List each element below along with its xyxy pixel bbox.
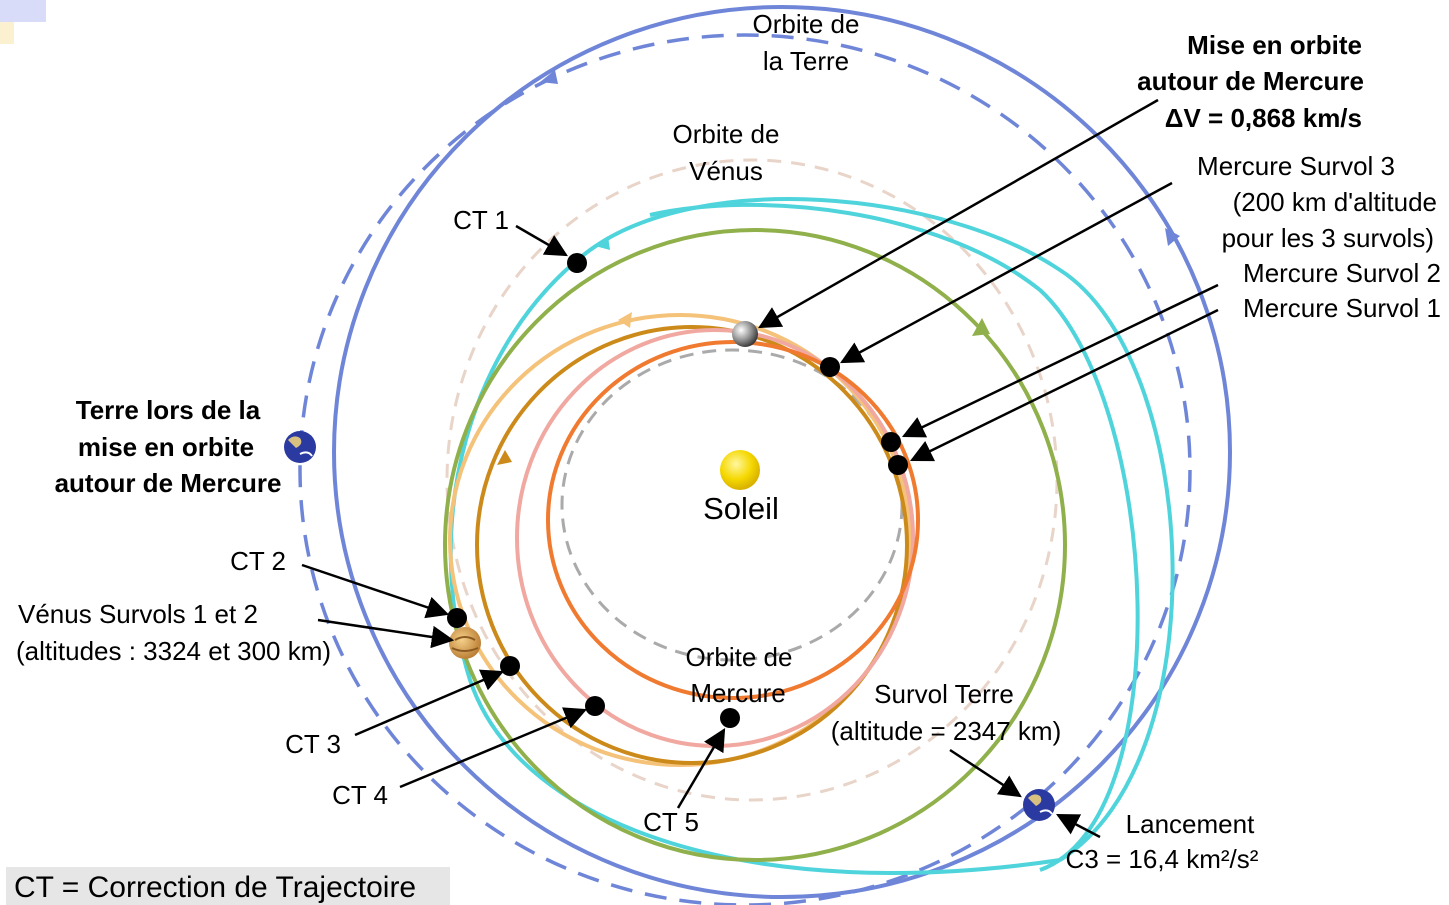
sun-label: Soleil bbox=[703, 491, 779, 526]
corner-decoration bbox=[0, 0, 46, 22]
ct3-dot bbox=[500, 656, 520, 676]
ct2-label: CT 2 bbox=[230, 546, 286, 576]
insertion-label-2: autour de Mercure bbox=[1137, 66, 1364, 96]
mercury-flyby-3-dot bbox=[820, 357, 840, 377]
venus-flybys-label-2: (altitudes : 3324 et 300 km) bbox=[16, 636, 331, 666]
insertion-label-3: ΔV = 0,868 km/s bbox=[1165, 103, 1362, 133]
launch-label-2: C3 = 16,4 km²/s² bbox=[1066, 844, 1259, 874]
direction-arrow bbox=[618, 312, 632, 328]
legend-label: CT = Correction de Trajectoire bbox=[14, 871, 416, 904]
trajectory-gold bbox=[475, 325, 909, 765]
insertion-label-1: Mise en orbite bbox=[1187, 30, 1362, 60]
earth-planet-icon bbox=[1023, 789, 1055, 821]
corner-decoration-2 bbox=[0, 22, 14, 44]
direction-arrow bbox=[972, 318, 990, 336]
ct5-label: CT 5 bbox=[643, 807, 699, 837]
mercury-flyby-1-dot bbox=[888, 455, 908, 475]
flyby1-label: Mercure Survol 1 bbox=[1243, 293, 1441, 323]
venus-orbit-label-2: Vénus bbox=[689, 156, 763, 186]
ct5-dot bbox=[720, 708, 740, 728]
ct1-label: CT 1 bbox=[453, 205, 509, 235]
ct4-label: CT 4 bbox=[332, 780, 388, 810]
ct3-label: CT 3 bbox=[285, 729, 341, 759]
venus-orbit-label-1: Orbite de bbox=[673, 119, 780, 149]
launch-label-1: Lancement bbox=[1126, 809, 1255, 839]
mercury-flyby-2-dot bbox=[881, 432, 901, 452]
flyby3-label-1: Mercure Survol 3 bbox=[1197, 151, 1395, 181]
trajectory-cyan bbox=[448, 197, 1175, 875]
ct4-dot bbox=[585, 696, 605, 716]
earth-insertion-label-1: Terre lors de la bbox=[76, 395, 261, 425]
trajectory-orange bbox=[546, 340, 920, 700]
ct1-dot bbox=[567, 253, 587, 273]
earth-planet-icon bbox=[284, 431, 316, 463]
mercury-planet-icon bbox=[732, 321, 758, 347]
flyby2-label: Mercure Survol 2 bbox=[1243, 258, 1441, 288]
earth-insertion-label-2: mise en orbite bbox=[78, 432, 254, 462]
trajectory-cyan-2 bbox=[649, 202, 1140, 872]
direction-arrow bbox=[540, 70, 558, 84]
flyby3-label-3: pour les 3 survols) bbox=[1222, 223, 1434, 253]
direction-arrow bbox=[1165, 228, 1180, 246]
trajectory-earth-loop bbox=[332, 5, 1232, 899]
flyby3-label-2: (200 km d'altitude bbox=[1233, 187, 1437, 217]
leader-lines bbox=[301, 98, 1219, 839]
earth-flyby-label-2: (altitude = 2347 km) bbox=[831, 716, 1062, 746]
trajectory-light-orange bbox=[448, 313, 912, 767]
earth-orbit-label-1: Orbite de bbox=[753, 9, 860, 39]
venus-planet-icon bbox=[449, 627, 481, 659]
earth-orbit-label-2: la Terre bbox=[763, 46, 849, 76]
legend-box bbox=[6, 867, 450, 905]
direction-arrow bbox=[595, 236, 610, 250]
earth-insertion-label-3: autour de Mercure bbox=[55, 468, 282, 498]
mercury-orbit-label-2: Mercure bbox=[690, 678, 785, 708]
trajectory-green bbox=[443, 228, 1067, 862]
earth-orbit bbox=[298, 33, 1192, 905]
venus-flybys-label-1: Vénus Survols 1 et 2 bbox=[18, 599, 258, 629]
mercury-orbit-label-1: Orbite de bbox=[686, 642, 793, 672]
ct2-dot bbox=[447, 608, 467, 628]
direction-arrow bbox=[497, 450, 512, 465]
sun-icon bbox=[720, 450, 760, 490]
earth-flyby-label-1: Survol Terre bbox=[874, 679, 1014, 709]
